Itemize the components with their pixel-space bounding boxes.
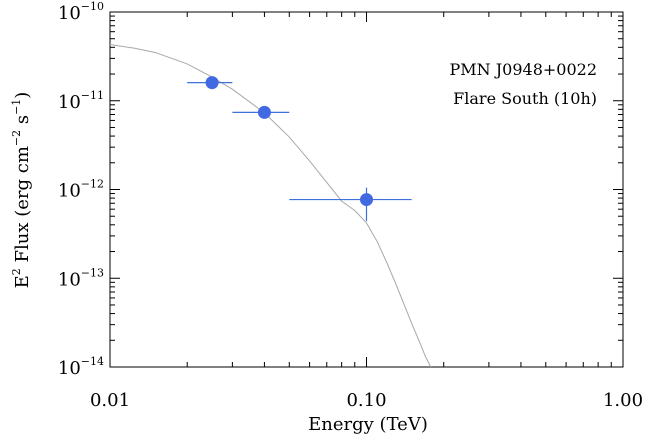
y-tick-label: 10−10 xyxy=(58,0,104,24)
y-label-s: s xyxy=(12,115,33,130)
y-tick-exponent: −10 xyxy=(81,0,104,13)
y-label-close: ) xyxy=(12,92,33,99)
y-tick-label: 10−14 xyxy=(58,355,104,379)
data-point xyxy=(205,76,219,90)
y-tick-mantissa: 10 xyxy=(58,269,81,290)
y-tick-exponent: −13 xyxy=(81,266,104,279)
y-label-cm-exp: −2 xyxy=(10,130,23,146)
x-tick-label: 0.10 xyxy=(346,390,386,411)
x-tick-label: 1.00 xyxy=(603,390,643,411)
model-curve-layer xyxy=(109,44,432,368)
data-point xyxy=(360,193,373,207)
x-tick-label: 0.01 xyxy=(90,390,130,411)
y-tick-exponent: −11 xyxy=(81,89,104,102)
flare-annotation: Flare South (10h) xyxy=(453,89,597,108)
source-name-annotation: PMN J0948+0022 xyxy=(450,60,598,79)
y-label-flux: Flux (erg cm xyxy=(12,146,33,268)
y-tick-label: 10−11 xyxy=(58,89,104,113)
y-tick-mantissa: 10 xyxy=(58,181,81,202)
x-tick-labels: 0.01 0.10 1.00 xyxy=(90,390,643,411)
y-tick-mantissa: 10 xyxy=(58,3,81,24)
model-curve xyxy=(109,44,432,368)
y-label-e-exp: 2 xyxy=(10,268,23,275)
data-points-layer xyxy=(187,76,412,222)
x-axis-label: Energy (TeV) xyxy=(308,414,428,435)
y-tick-exponent: −12 xyxy=(81,178,104,191)
y-tick-mantissa: 10 xyxy=(58,358,81,379)
y-axis-label: E2 Flux (erg cm−2 s−1) xyxy=(10,92,33,289)
y-label-e: E xyxy=(12,275,33,288)
y-tick-mantissa: 10 xyxy=(58,92,81,113)
data-point xyxy=(257,105,271,119)
y-label-s-exp: −1 xyxy=(10,99,23,115)
y-tick-label: 10−12 xyxy=(58,178,104,202)
y-tick-label: 10−13 xyxy=(58,266,104,290)
axis-ticks xyxy=(109,11,624,368)
y-tick-exponent: −14 xyxy=(81,355,104,368)
